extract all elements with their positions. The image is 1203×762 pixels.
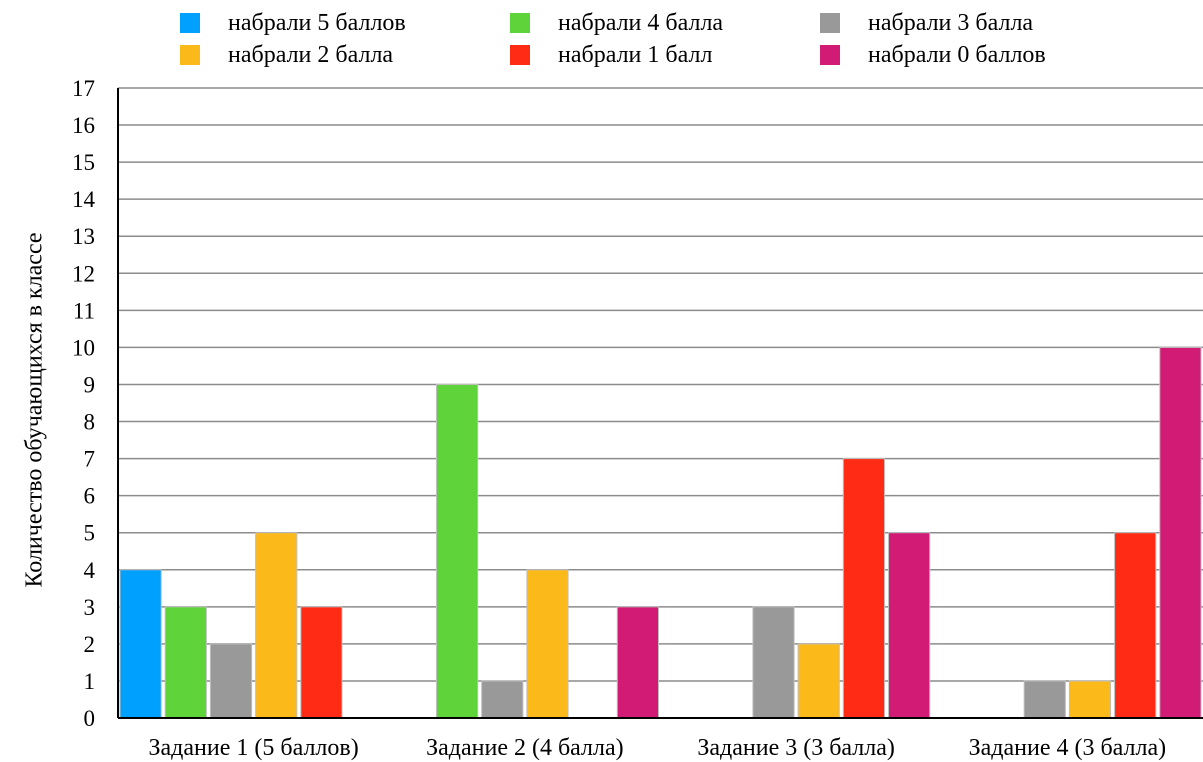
y-tick-label-9: 9 [84, 372, 96, 397]
y-tick-label-7: 7 [84, 447, 96, 472]
legend-swatch [820, 13, 840, 33]
legend-item-5: набрали 1 балл [510, 40, 712, 70]
bar-4-series-6 [1159, 346, 1202, 719]
legend-swatch [510, 13, 530, 33]
y-tick-label-12: 12 [72, 261, 95, 286]
y-tick-label-13: 13 [72, 224, 95, 249]
bar-2-series-6 [616, 606, 660, 719]
y-tick-label-0: 0 [84, 706, 96, 731]
legend-item-1: набрали 5 баллов [180, 8, 406, 38]
legend-item-3: набрали 3 балла [820, 8, 1033, 38]
legend: набрали 5 баллов набрали 4 балла набрали 3… [180, 8, 1140, 78]
legend-label: набрали 1 балл [558, 41, 713, 68]
bar-3-series-3 [752, 606, 795, 719]
bar-1-series-2 [164, 606, 207, 719]
bar-3-series-6 [888, 532, 931, 719]
y-tick-label-17: 17 [72, 76, 95, 101]
y-tick-label-3: 3 [84, 595, 96, 620]
bar-1-series-4 [255, 532, 298, 719]
bar-1-series-1 [119, 569, 162, 719]
y-tick-label-2: 2 [84, 632, 96, 657]
y-tick-label-8: 8 [84, 410, 96, 435]
y-tick-label-10: 10 [72, 335, 95, 360]
y-tick-label-16: 16 [72, 113, 95, 138]
bar-2-series-2 [435, 383, 479, 719]
legend-swatch [180, 45, 200, 65]
y-tick-label-15: 15 [72, 150, 95, 175]
legend-item-2: набрали 4 балла [510, 8, 723, 38]
legend-label: набрали 0 баллов [868, 41, 1046, 68]
bar-2-series-3 [481, 680, 524, 719]
legend-label: набрали 4 балла [558, 9, 724, 36]
bar-4-series-5 [1114, 532, 1157, 719]
bar-1-series-5 [300, 606, 343, 719]
x-tick-label-4: Задание 4 (3 балла) [969, 735, 1167, 761]
y-tick-label-4: 4 [84, 558, 96, 583]
y-tick-label-1: 1 [84, 669, 96, 694]
legend-label: набрали 3 балла [868, 9, 1034, 36]
bar-4-series-3 [1023, 680, 1066, 719]
y-tick-label-14: 14 [72, 187, 96, 212]
bar-2-series-4 [526, 569, 569, 719]
bar-4-series-4 [1068, 680, 1112, 719]
bar-3-series-5 [842, 458, 886, 719]
y-tick-label-11: 11 [73, 298, 95, 323]
bar-1-series-3 [209, 643, 253, 719]
legend-item-4: набрали 2 балла [180, 40, 393, 70]
legend-swatch [510, 45, 530, 65]
legend-swatch [820, 45, 840, 65]
legend-swatch [180, 13, 200, 33]
bar-3-series-4 [797, 643, 840, 719]
x-tick-label-2: Задание 2 (4 балла) [426, 735, 624, 761]
legend-item-6: набрали 0 баллов [820, 40, 1046, 70]
legend-label: набрали 5 баллов [228, 9, 406, 36]
y-tick-label-6: 6 [84, 484, 96, 509]
y-tick-label-5: 5 [84, 521, 96, 546]
x-tick-label-1: Задание 1 (5 баллов) [149, 735, 359, 761]
x-tick-label-3: Задание 3 (3 балла) [697, 735, 895, 761]
legend-label: набрали 2 балла [228, 41, 394, 68]
